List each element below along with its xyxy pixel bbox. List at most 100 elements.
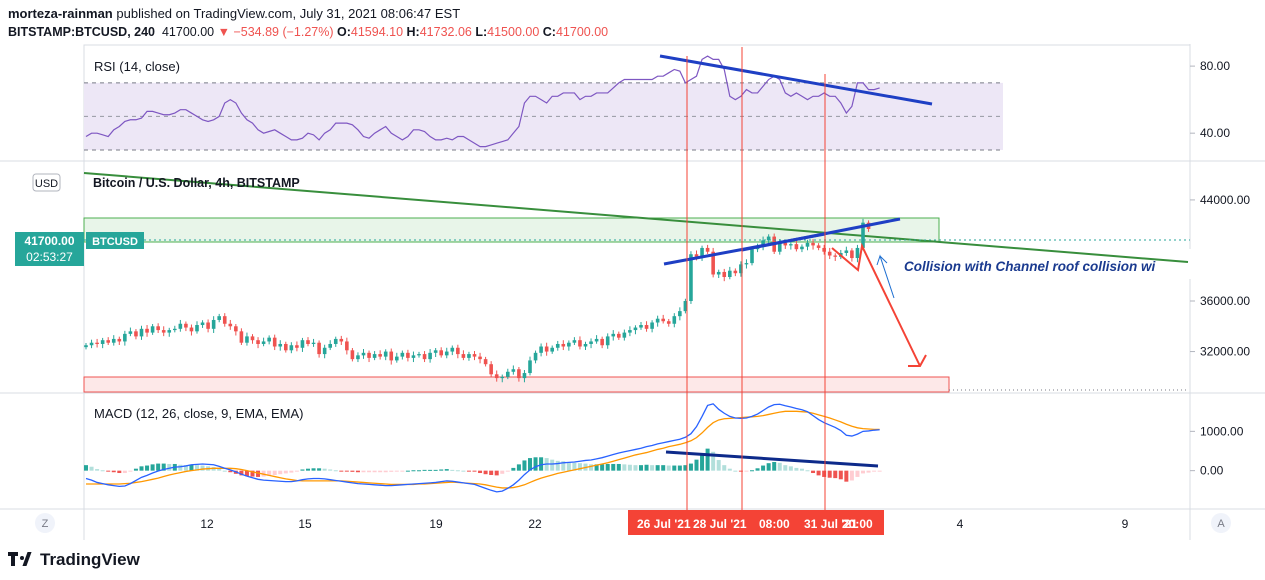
green-trendline[interactable] [83, 172, 1189, 263]
macd-histogram-bar [111, 470, 116, 473]
candle-body [150, 326, 155, 333]
candle-body [245, 336, 249, 343]
candle-body [433, 350, 438, 353]
price-panel: Collision with Channel roof collision wi… [15, 172, 1250, 393]
macd-histogram-bar [655, 465, 660, 471]
candle-body [666, 321, 671, 324]
candle-body [222, 316, 227, 324]
high-value: 41732.06 [419, 25, 472, 39]
macd-histogram-bar [677, 465, 682, 471]
macd-histogram-bar [761, 465, 766, 471]
candle-body [805, 242, 810, 247]
candle-body [95, 342, 99, 344]
macd-histogram-bar [84, 465, 88, 471]
macd-histogram-bar [744, 470, 749, 472]
candle-body [567, 342, 571, 347]
macd-histogram-bar [461, 470, 466, 472]
macd-histogram-bar [311, 468, 316, 471]
candle-body [350, 350, 355, 360]
macd-histogram-bar [200, 465, 205, 471]
macd-histogram-bar [278, 470, 283, 475]
candle-body [161, 330, 166, 333]
candle-body [206, 322, 210, 329]
macd-histogram-bar [267, 470, 272, 476]
candle-body [267, 337, 271, 342]
currency-button[interactable] [32, 173, 61, 192]
candle-body [728, 270, 732, 277]
macd-histogram-bar [217, 468, 222, 471]
macd-histogram-bar [572, 462, 577, 471]
zoom-button[interactable] [35, 513, 55, 533]
candle-body [272, 337, 277, 347]
candle-body [422, 354, 427, 360]
candle-body [456, 347, 460, 355]
time-axis[interactable]: 26 Jul '21 28 Jul '21 08:00 31 Jul '21 2… [35, 510, 1231, 535]
macd-histogram-bar [533, 457, 538, 471]
macd-histogram-bar [128, 470, 133, 472]
macd-histogram-bar [505, 470, 510, 472]
macd-histogram-bar [394, 470, 399, 472]
macd-histogram-bar [222, 470, 227, 472]
macd-histogram-bar [350, 470, 355, 472]
candle-body [322, 347, 327, 355]
time-highlight-4: 31 Jul '21 [804, 517, 858, 531]
channel-upper-line[interactable] [741, 217, 901, 252]
projection-arrow[interactable] [831, 242, 921, 367]
macd-histogram-bar [566, 462, 571, 471]
candle-body [766, 236, 771, 241]
candle-body [234, 326, 238, 332]
macd-histogram-bar [700, 454, 705, 471]
candle-body [705, 247, 710, 252]
published-text: published on TradingView.com, July 31, 2… [116, 6, 461, 21]
macd-histogram-bar [256, 470, 261, 477]
candle-body [406, 352, 410, 358]
rsi-trendline[interactable] [659, 54, 933, 106]
macd-histogram-bar [433, 469, 438, 471]
candle-body [639, 325, 643, 328]
projection-arrowhead [908, 354, 927, 367]
candle-body [289, 345, 294, 351]
author-name[interactable]: morteza-rainman [8, 6, 113, 21]
candle-body [439, 350, 443, 356]
macd-histogram-bar [794, 467, 799, 471]
candle-body [356, 355, 360, 360]
candle-body [589, 341, 593, 344]
macd-histogram-bar [361, 470, 366, 473]
macd-histogram-bar [417, 470, 421, 472]
macd-histogram-bar [616, 463, 621, 471]
candle-body [184, 323, 188, 328]
candle-body [861, 222, 865, 248]
macd-histogram-bar [411, 470, 416, 472]
macd-panel: MACD (12, 26, close, 9, EMA, EMA) 1000.0… [84, 403, 1244, 493]
macd-trendline-high[interactable] [665, 450, 879, 468]
candle-body [339, 338, 344, 342]
support-zone[interactable] [83, 376, 950, 393]
tradingview-logo[interactable]: TradingView [8, 550, 140, 570]
macd-histogram-bar [738, 470, 743, 472]
macd-histogram-bar [672, 465, 677, 471]
candle-body [178, 323, 183, 329]
rsi-tick-label: 40.00 [1200, 126, 1230, 140]
macd-histogram-bar [283, 470, 288, 474]
candle-body [794, 244, 799, 250]
macd-histogram-bar [539, 457, 544, 471]
candle-body [211, 319, 216, 329]
macd-histogram-bar [494, 470, 499, 476]
candle-body [472, 354, 477, 357]
macd-histogram-bar [145, 465, 150, 471]
candle-body [733, 270, 738, 274]
macd-histogram-bar [483, 470, 488, 475]
candle-body [655, 318, 660, 323]
auto-scale-button[interactable] [1211, 513, 1231, 533]
macd-histogram-bar [766, 463, 771, 471]
time-highlight-range [628, 510, 884, 535]
publish-header: morteza-rainman published on TradingView… [8, 6, 460, 21]
price-tick-label: 32000.00 [1200, 345, 1250, 359]
macd-histogram-bar [444, 469, 449, 471]
resistance-zone[interactable] [83, 217, 940, 243]
macd-histogram-bar [722, 465, 727, 471]
candle-body [450, 347, 455, 352]
macd-histogram-bar [466, 470, 471, 472]
macd-histogram-bar [478, 470, 483, 474]
